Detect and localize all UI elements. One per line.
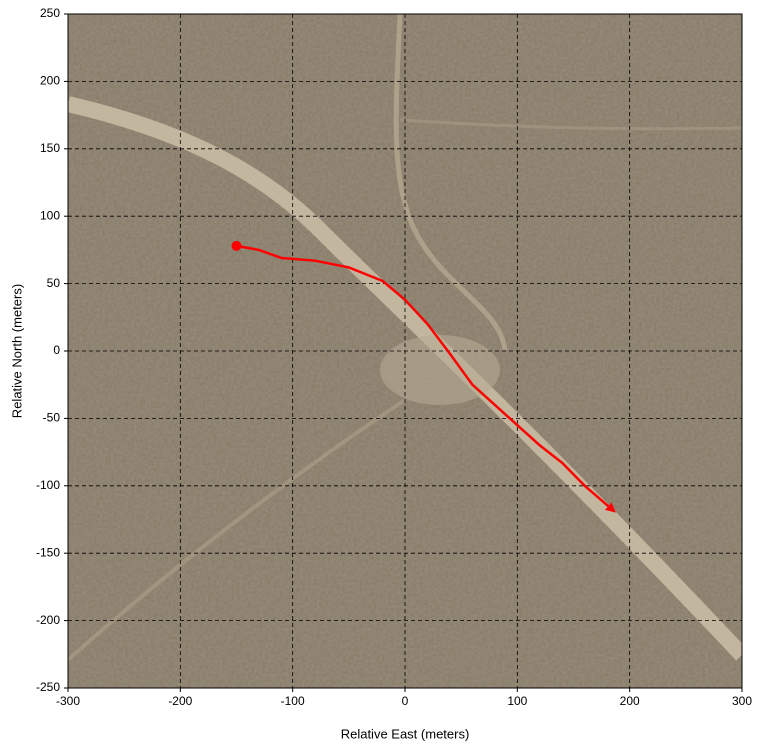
- y-tick-label: 200: [40, 74, 60, 88]
- y-tick-label: 250: [40, 6, 60, 20]
- x-tick-label: -100: [281, 694, 305, 708]
- y-tick-label: -100: [36, 478, 60, 492]
- y-tick-label: -150: [36, 545, 60, 559]
- x-tick-label: -300: [56, 694, 80, 708]
- x-tick-label: -200: [168, 694, 192, 708]
- y-tick-label: 0: [53, 343, 60, 357]
- y-tick-label: -50: [43, 411, 61, 425]
- y-tick-label: -250: [36, 680, 60, 694]
- chart: Relative East (meters) Relative North (m…: [0, 0, 760, 747]
- y-tick-label: 150: [40, 141, 60, 155]
- y-tick-label: -200: [36, 613, 60, 627]
- x-tick-label: 100: [507, 694, 527, 708]
- y-tick-label: 50: [47, 276, 61, 290]
- x-tick-label: 200: [620, 694, 640, 708]
- x-tick-label: 300: [732, 694, 752, 708]
- y-tick-label: 100: [40, 208, 60, 222]
- start-marker: [232, 241, 242, 251]
- y-axis-title: Relative North (meters): [9, 284, 24, 418]
- x-axis-title: Relative East (meters): [341, 726, 470, 741]
- x-tick-label: 0: [402, 694, 409, 708]
